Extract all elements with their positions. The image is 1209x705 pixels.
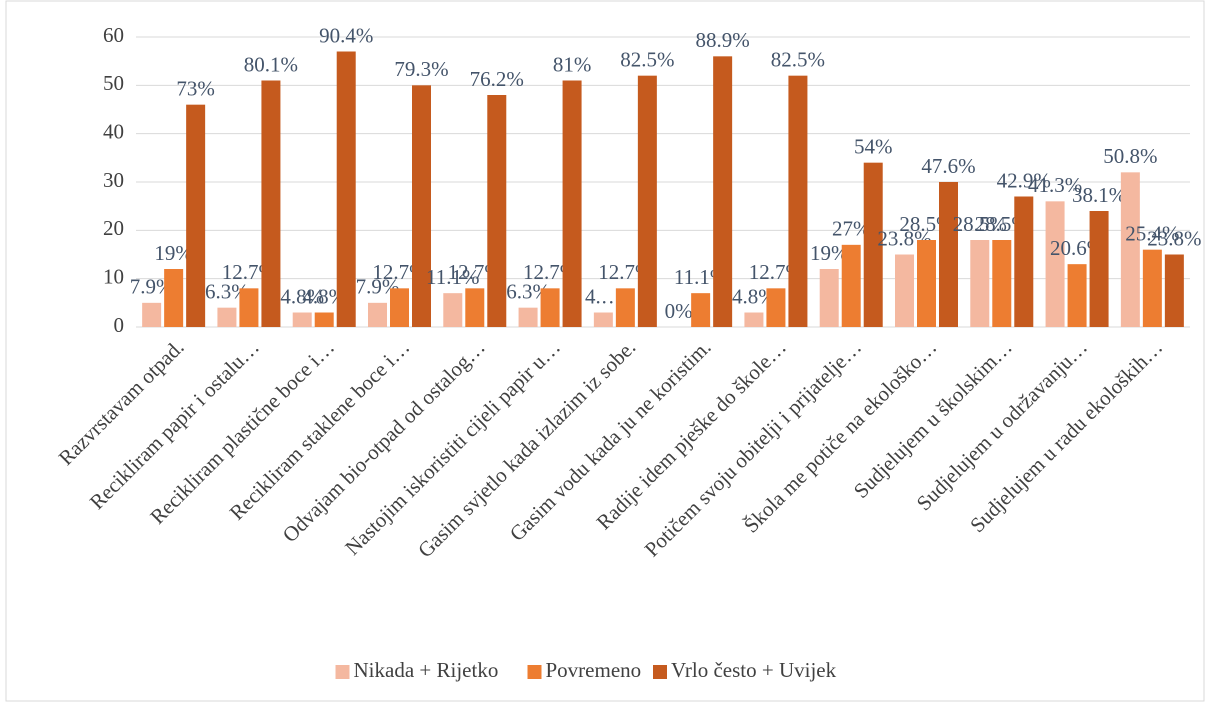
- value-label: 47.6%: [921, 154, 975, 178]
- bar: [992, 240, 1012, 327]
- value-label: 88.9%: [696, 28, 750, 52]
- bar: [1120, 172, 1140, 327]
- bar: [164, 269, 184, 327]
- bar: [292, 312, 312, 327]
- bar: [593, 312, 613, 327]
- value-label: 90.4%: [319, 23, 373, 47]
- bar: [1014, 196, 1034, 327]
- legend-label: Nikada + Rijetko: [354, 658, 499, 682]
- value-label: 28.5%: [953, 212, 1007, 236]
- y-tick-label: 40: [103, 119, 124, 143]
- y-tick-label: 20: [103, 216, 124, 240]
- bar: [1045, 201, 1065, 327]
- bar: [1142, 249, 1162, 327]
- y-tick-label: 30: [103, 168, 124, 192]
- bar: [970, 240, 990, 327]
- y-tick-label: 10: [103, 264, 124, 288]
- value-label: 41.3%: [1028, 173, 1082, 197]
- value-label: 11.1%: [426, 265, 479, 289]
- bar: [217, 307, 237, 327]
- bar: [788, 75, 808, 328]
- bar: [314, 312, 334, 327]
- bar: [1067, 264, 1087, 327]
- bar: [261, 80, 281, 327]
- value-label: 54%: [854, 134, 893, 158]
- bar: [336, 51, 356, 327]
- value-label: 4.…: [585, 284, 622, 308]
- value-label: 82.5%: [620, 47, 674, 71]
- bar: [939, 182, 958, 327]
- bar: [744, 312, 764, 327]
- bar: [540, 288, 560, 327]
- bar: [142, 302, 162, 327]
- value-label: 73%: [176, 76, 215, 100]
- value-label: 81%: [553, 52, 592, 76]
- value-label: 4.8%: [280, 284, 324, 308]
- chart-border: [5, 0, 1205, 702]
- x-tick-label: Razvrstavam otpad.: [54, 335, 189, 470]
- value-label: 76.2%: [470, 67, 524, 91]
- y-tick-label: 50: [103, 71, 124, 95]
- bar: [487, 95, 507, 327]
- value-label: 42.9%: [997, 168, 1051, 192]
- bar: [819, 269, 839, 327]
- value-label: 23.8%: [1147, 226, 1201, 250]
- bar: [239, 288, 259, 327]
- value-label: 25.4%: [1125, 221, 1179, 245]
- bar: [562, 80, 582, 327]
- legend-swatch: [653, 665, 667, 679]
- value-label: 80.1%: [244, 52, 298, 76]
- bar: [1164, 254, 1184, 327]
- value-label: 82.5%: [771, 47, 825, 71]
- bar: [1089, 211, 1109, 327]
- value-label: 50.8%: [1103, 144, 1157, 168]
- bar: [518, 307, 538, 327]
- y-tick-label: 60: [103, 23, 124, 47]
- bar: [917, 240, 936, 327]
- bar: [895, 254, 914, 327]
- value-label: 0%: [665, 299, 693, 323]
- bar: [637, 75, 657, 328]
- bar: [841, 244, 861, 327]
- legend-swatch: [335, 665, 350, 679]
- bar: [615, 288, 635, 327]
- bar: [863, 162, 883, 327]
- bar: [766, 288, 786, 327]
- bar: [713, 56, 733, 327]
- legend-swatch: [527, 665, 542, 679]
- bar: [390, 288, 409, 327]
- bar: [465, 288, 485, 327]
- y-tick-label: 0: [114, 313, 125, 337]
- value-label: 79.3%: [394, 57, 448, 81]
- value-label: 38.1%: [1072, 183, 1126, 207]
- bar: [691, 293, 711, 327]
- legend-label: Vrlo često + Uvijek: [671, 658, 837, 682]
- bar: [186, 104, 206, 328]
- bar: [412, 85, 431, 327]
- bar: [368, 302, 387, 327]
- bar: [443, 293, 463, 327]
- legend-label: Povremeno: [546, 658, 642, 682]
